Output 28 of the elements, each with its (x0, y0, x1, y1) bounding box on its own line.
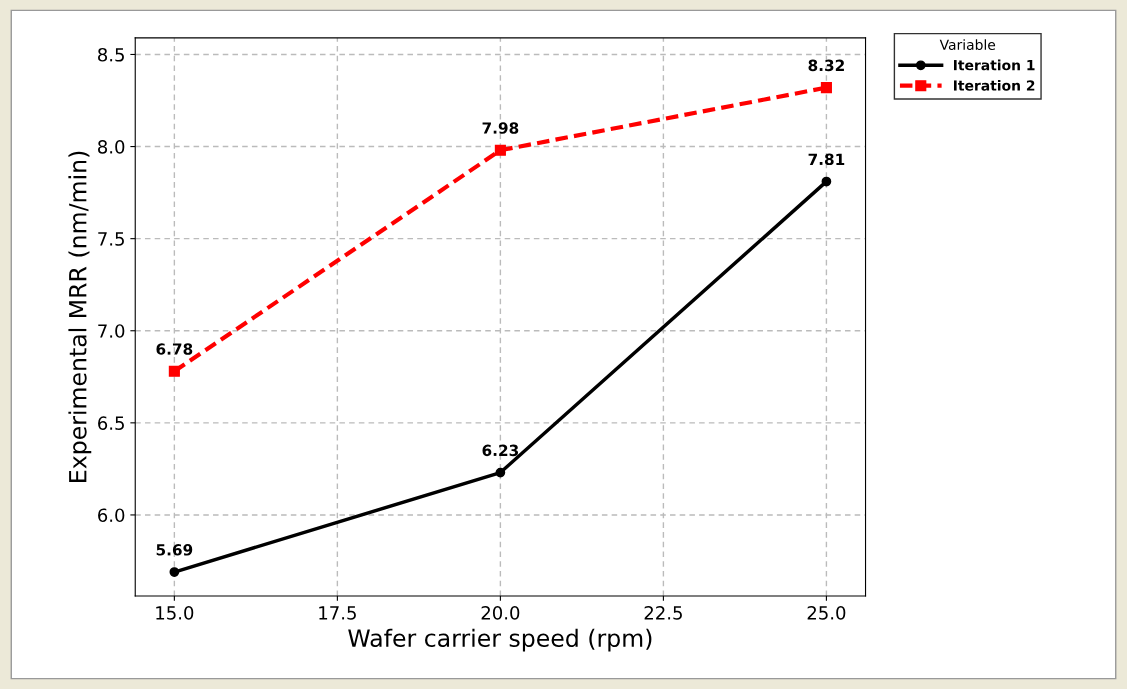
legend-title: Variable (939, 39, 996, 50)
x-tick-label: 22.5 (644, 606, 682, 620)
data-label: 5.69 (156, 544, 193, 556)
y-tick-label: 7.0 (98, 324, 125, 338)
point (169, 567, 180, 577)
data-label: 7.81 (808, 153, 845, 166)
data-label: 6.23 (482, 444, 519, 457)
point (494, 144, 506, 156)
legend-label: Iteration 2 (954, 80, 1035, 91)
point (495, 467, 506, 478)
y-tick-label: 7.5 (98, 232, 124, 246)
y-axis-title: Experimental MRR (nm/min) (68, 151, 92, 482)
point (821, 176, 832, 187)
y-tick-label: 6.5 (98, 416, 124, 430)
point (168, 365, 180, 377)
data-label: 8.32 (808, 59, 844, 72)
point (820, 82, 832, 94)
y-tick-label: 8.0 (98, 140, 125, 154)
x-tick-label: 20.0 (481, 606, 520, 620)
y-tick-label: 6.0 (98, 508, 125, 523)
y-tick-label: 8.5 (98, 47, 124, 62)
data-label: 7.98 (482, 122, 519, 134)
x-tick-label: 25.0 (807, 606, 846, 620)
x-tick-label: 15.0 (156, 606, 194, 620)
data-label: 6.78 (156, 343, 193, 355)
x-tick-label: 17.5 (319, 606, 356, 620)
legend-label: Iteration 1 (954, 59, 1035, 71)
x-axis-title: Wafer carrier speed (rpm) (348, 628, 652, 652)
